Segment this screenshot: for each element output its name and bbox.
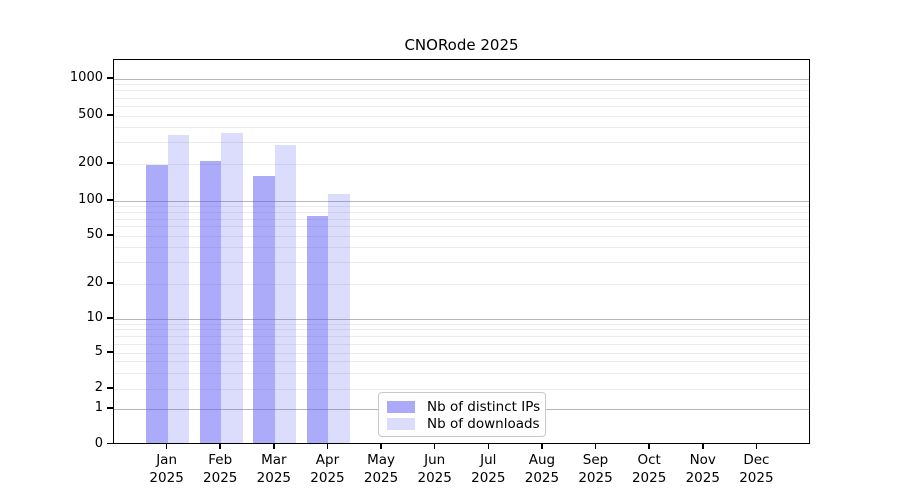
y-tick-20 xyxy=(107,282,113,284)
x-tick-mar xyxy=(273,443,275,449)
bar-nb-of-distinct-ips-apr xyxy=(307,215,329,443)
x-tick-aug xyxy=(541,443,543,449)
y-tick-1000 xyxy=(107,77,113,79)
legend-label: Nb of downloads xyxy=(427,415,540,432)
bar-nb-of-distinct-ips-feb xyxy=(199,161,222,443)
bar-nb-of-distinct-ips-mar xyxy=(253,175,275,443)
legend-item-nb-of-distinct-ips: Nb of distinct IPs xyxy=(387,398,545,415)
gridline-60 xyxy=(114,226,809,228)
gridline-90 xyxy=(114,205,809,207)
gridline-4 xyxy=(114,361,809,363)
gridline-10 xyxy=(114,318,809,320)
x-tick-dec xyxy=(755,443,758,449)
gridline-200 xyxy=(114,163,809,165)
gridline-900 xyxy=(114,84,809,86)
x-tick-sep xyxy=(594,443,597,449)
gridline-3 xyxy=(114,372,809,374)
gridline-8 xyxy=(114,329,809,331)
y-tick-2 xyxy=(107,387,113,389)
x-tick-label-apr: Apr 2025 xyxy=(310,451,345,486)
x-tick-label-mar: Mar 2025 xyxy=(256,451,292,486)
x-tick-label-aug: Aug 2025 xyxy=(524,451,560,486)
x-tick-apr xyxy=(326,443,329,449)
y-tick-1 xyxy=(107,407,113,409)
y-tick-100 xyxy=(107,199,113,201)
x-tick-label-jul: Jul 2025 xyxy=(471,451,506,486)
gridline-100 xyxy=(114,200,809,202)
legend-swatch xyxy=(387,400,415,413)
x-tick-may xyxy=(380,443,382,449)
gridline-800 xyxy=(114,90,809,92)
gridline-600 xyxy=(114,105,809,107)
y-tick-500 xyxy=(107,114,113,116)
gridline-20 xyxy=(114,283,809,285)
gridline-2 xyxy=(114,388,809,390)
gridline-40 xyxy=(114,247,809,249)
legend: Nb of distinct IPs Nb of downloads xyxy=(378,392,546,437)
gridline-700 xyxy=(114,97,809,99)
legend-label: Nb of distinct IPs xyxy=(427,398,541,415)
bar-nb-of-downloads-feb xyxy=(221,133,243,443)
bar-nb-of-downloads-mar xyxy=(274,144,297,443)
x-tick-label-jan: Jan 2025 xyxy=(149,451,184,486)
x-tick-label-oct: Oct 2025 xyxy=(631,451,667,486)
gridline-7 xyxy=(114,335,809,337)
gridline-5 xyxy=(114,352,809,354)
y-tick-0 xyxy=(107,442,113,445)
x-tick-oct xyxy=(648,443,650,449)
y-tick-label-500: 500 xyxy=(78,107,103,122)
legend-item-nb-of-downloads: Nb of downloads xyxy=(387,415,545,432)
x-tick-label-feb: Feb 2025 xyxy=(203,451,238,486)
gridline-400 xyxy=(114,127,809,129)
x-tick-jan xyxy=(165,443,168,449)
x-tick-label-may: May 2025 xyxy=(363,451,399,486)
bar-nb-of-downloads-jan xyxy=(167,134,190,443)
legend-swatch xyxy=(387,417,415,430)
x-tick-jul xyxy=(487,443,490,449)
gridline-80 xyxy=(114,211,809,213)
y-tick-label-1: 1 xyxy=(94,400,103,415)
x-tick-label-nov: Nov 2025 xyxy=(685,451,720,486)
gridline-50 xyxy=(114,235,809,237)
plot-area xyxy=(113,59,810,444)
x-tick-label-jun: Jun 2025 xyxy=(417,451,452,486)
y-tick-label-20: 20 xyxy=(86,275,103,290)
y-tick-label-50: 50 xyxy=(86,227,103,242)
y-tick-label-10: 10 xyxy=(86,310,103,325)
gridline-30 xyxy=(114,262,809,264)
y-tick-label-0: 0 xyxy=(94,435,103,451)
gridline-9 xyxy=(114,323,809,325)
x-tick-feb xyxy=(219,443,221,449)
y-tick-50 xyxy=(107,234,113,236)
y-tick-label-1000: 1000 xyxy=(69,70,103,85)
gridline-500 xyxy=(114,115,809,117)
y-tick-label-100: 100 xyxy=(78,192,103,207)
gridline-1000 xyxy=(114,78,809,80)
gridline-300 xyxy=(114,142,809,144)
x-tick-label-dec: Dec 2025 xyxy=(739,451,774,486)
y-tick-200 xyxy=(107,162,113,164)
bar-nb-of-downloads-apr xyxy=(328,193,350,443)
chart-title: CNORode 2025 xyxy=(404,36,519,54)
x-tick-jun xyxy=(433,443,436,449)
y-tick-5 xyxy=(107,351,113,353)
gridline-6 xyxy=(114,343,809,345)
bar-nb-of-distinct-ips-jan xyxy=(146,165,168,443)
y-tick-10 xyxy=(107,317,113,319)
y-tick-label-200: 200 xyxy=(78,155,103,170)
x-tick-nov xyxy=(702,443,704,449)
x-tick-label-sep: Sep 2025 xyxy=(578,451,613,486)
y-tick-label-5: 5 xyxy=(94,344,103,359)
gridline-70 xyxy=(114,218,809,220)
y-tick-label-2: 2 xyxy=(94,380,103,395)
